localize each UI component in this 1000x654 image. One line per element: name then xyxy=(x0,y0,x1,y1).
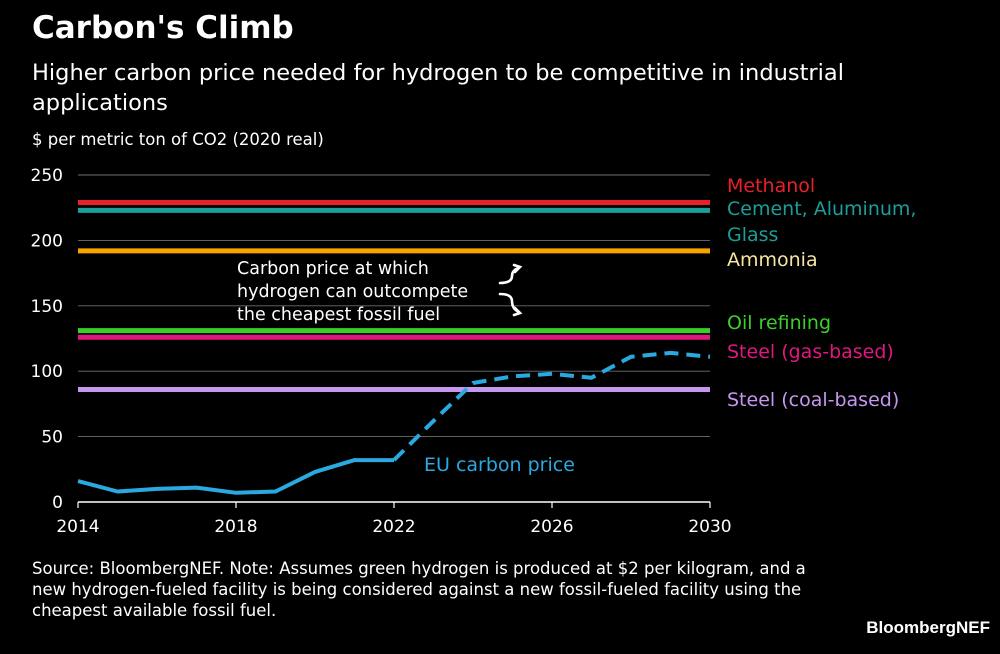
y-tick-250: 250 xyxy=(31,166,63,186)
series-line-forecast xyxy=(392,350,711,462)
series-line-historical xyxy=(77,458,394,495)
series-label-eu-carbon-price: EU carbon price xyxy=(424,454,575,476)
annotation: Carbon price at which hydrogen can outco… xyxy=(237,259,523,325)
bracket-arrows-icon xyxy=(498,263,523,317)
y-tick-50: 50 xyxy=(41,428,63,448)
annotation-line3: the cheapest fossil fuel xyxy=(237,305,440,325)
brand-logo: BloombergNEF xyxy=(866,618,990,637)
y-tick-100: 100 xyxy=(31,362,63,382)
label-cement-line2: Glass xyxy=(727,224,778,246)
x-tick-2022: 2022 xyxy=(372,517,415,537)
label-ammonia: Ammonia xyxy=(727,249,818,271)
x-tick-labels: 2014 2018 2022 2026 2030 xyxy=(56,502,732,537)
series-group xyxy=(77,350,711,495)
label-cement-line1: Cement, Aluminum, xyxy=(727,198,916,220)
chart-title: Carbon's Climb xyxy=(32,10,294,46)
x-tick-2014: 2014 xyxy=(56,517,99,537)
source-note: Source: BloombergNEF. Note: Assumes gree… xyxy=(32,559,806,620)
label-steel-gas: Steel (gas-based) xyxy=(727,341,894,363)
y-tick-0: 0 xyxy=(52,493,63,513)
x-tick-2026: 2026 xyxy=(530,517,573,537)
chart-canvas: 0 50 100 150 200 250 2014 2018 2022 2026 2030 Met… xyxy=(31,166,917,537)
chart-subtitle: Higher carbon price needed for hydrogen … xyxy=(32,60,844,116)
y-tick-150: 150 xyxy=(31,297,63,317)
annotation-line2: hydrogen can outcompete xyxy=(237,282,468,302)
label-steel-coal: Steel (coal-based) xyxy=(727,389,899,411)
y-tick-200: 200 xyxy=(31,231,63,251)
threshold-labels: Methanol Cement, Aluminum, Glass Ammonia… xyxy=(727,175,916,411)
annotation-line1: Carbon price at which xyxy=(237,259,429,279)
unit-label: $ per metric ton of CO2 (2020 real) xyxy=(32,130,324,149)
label-methanol: Methanol xyxy=(727,175,815,197)
x-tick-2030: 2030 xyxy=(688,517,731,537)
x-tick-2018: 2018 xyxy=(214,517,257,537)
label-oil-refining: Oil refining xyxy=(727,312,831,334)
y-tick-labels: 0 50 100 150 200 250 xyxy=(31,166,63,513)
threshold-lines xyxy=(78,199,710,393)
